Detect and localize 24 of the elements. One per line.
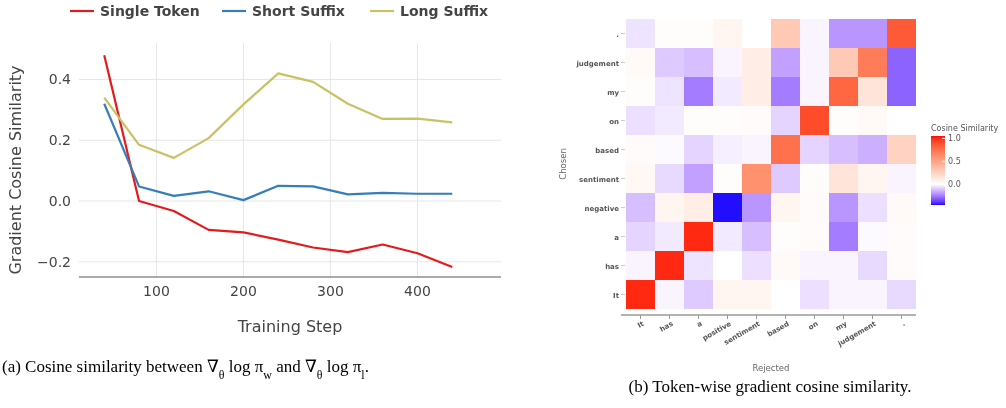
y-tick-label: 0.4 xyxy=(48,71,72,88)
x-axis-title: Rejected xyxy=(752,363,790,373)
legend-label: Short Suffix xyxy=(252,3,345,19)
legend-label: Single Token xyxy=(100,3,200,19)
x-axis-title: Training Step xyxy=(236,317,343,336)
y-axis-title: Gradient Cosine Similarity xyxy=(6,65,25,275)
x-tick-label: 400 xyxy=(404,283,431,299)
line-series xyxy=(103,54,454,269)
text: (b) Token-wise gradient cosine similarity. xyxy=(628,377,912,396)
color-bar-title: Cosine Similarity xyxy=(931,124,999,133)
x-tick-label: 300 xyxy=(317,283,344,299)
text: (a) Cosine similarity between ∇$_{θ}$ log π$_{w}$ and ∇$_{θ}$ log π$_{l}$. xyxy=(2,357,369,382)
y-tick-label: 0.2 xyxy=(48,132,71,149)
y-tick-label: 0.0 xyxy=(48,193,71,210)
y-tick-label: −0.2 xyxy=(37,253,71,270)
color-bar-label: 0.5 xyxy=(948,157,961,167)
color-bar-label: 0.0 xyxy=(948,180,961,190)
line-series xyxy=(103,72,454,159)
x-tick-label: 200 xyxy=(230,283,257,299)
y-axis-title: Chosen xyxy=(558,148,568,180)
x-tick-label: 100 xyxy=(143,283,170,299)
color-bar-label: 1.0 xyxy=(948,134,961,144)
line-series xyxy=(103,102,454,202)
legend-label: Long Suffix xyxy=(400,3,489,19)
